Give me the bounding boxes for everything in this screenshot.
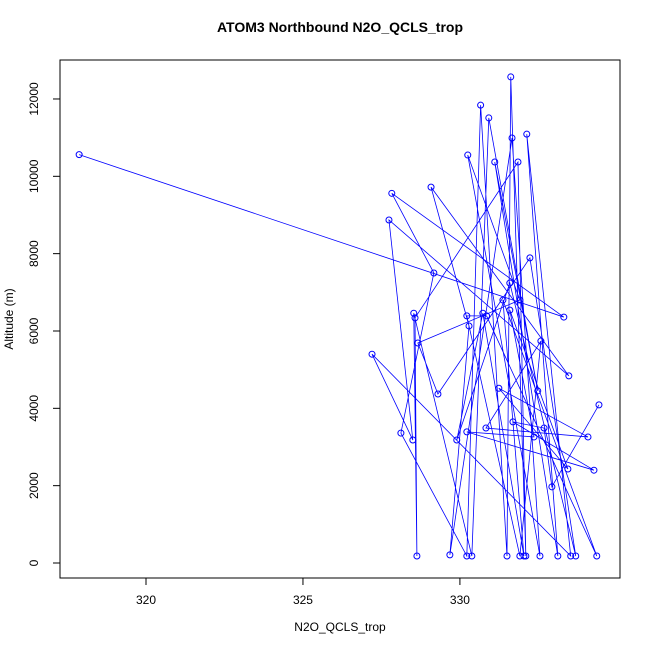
- point: [540, 424, 548, 432]
- point: [499, 296, 507, 304]
- point: [560, 313, 568, 321]
- point: [548, 483, 556, 491]
- point: [463, 312, 471, 320]
- chart-title: ATOM3 Northbound N2O_QCLS_trop: [217, 19, 463, 35]
- point: [516, 296, 524, 304]
- y-tick-label: 12000: [27, 82, 41, 116]
- point: [508, 134, 516, 142]
- point: [520, 552, 528, 560]
- point: [465, 322, 473, 330]
- point: [464, 151, 472, 159]
- point: [430, 269, 438, 277]
- point: [413, 552, 421, 560]
- point: [564, 465, 572, 473]
- point: [523, 130, 531, 138]
- x-tick-label: 325: [293, 593, 313, 607]
- point: [503, 552, 511, 560]
- point: [482, 424, 490, 432]
- point: [526, 254, 534, 262]
- point: [411, 314, 419, 322]
- point: [537, 337, 545, 345]
- point: [414, 339, 422, 347]
- point: [509, 418, 517, 426]
- point: [584, 433, 592, 441]
- point: [427, 183, 435, 191]
- point: [536, 552, 544, 560]
- point: [409, 436, 417, 444]
- x-axis-label: N2O_QCLS_trop: [294, 620, 386, 634]
- point: [453, 436, 461, 444]
- point: [397, 429, 405, 437]
- point: [514, 158, 522, 166]
- point: [506, 279, 514, 287]
- x-tick-label: 330: [450, 593, 470, 607]
- point: [506, 306, 514, 314]
- point: [507, 73, 515, 81]
- point: [385, 216, 393, 224]
- point: [468, 552, 476, 560]
- point: [593, 552, 601, 560]
- y-tick-label: 2000: [27, 472, 41, 499]
- y-tick-label: 0: [27, 559, 41, 566]
- y-tick-label: 6000: [27, 317, 41, 344]
- point: [463, 552, 471, 560]
- point: [590, 466, 598, 474]
- point: [567, 552, 575, 560]
- y-tick-label: 8000: [27, 240, 41, 267]
- point: [534, 387, 542, 395]
- point: [483, 312, 491, 320]
- point: [410, 309, 418, 317]
- point: [495, 384, 503, 392]
- y-tick-label: 4000: [27, 395, 41, 422]
- point: [388, 189, 396, 197]
- y-tick-label: 10000: [27, 159, 41, 193]
- point: [595, 401, 603, 409]
- point: [463, 428, 471, 436]
- point: [434, 390, 442, 398]
- point: [368, 350, 376, 358]
- y-axis-label: Altitude (m): [2, 288, 16, 349]
- point: [446, 551, 454, 559]
- plot-frame: [59, 59, 621, 579]
- point: [530, 433, 538, 441]
- point: [565, 372, 573, 380]
- point: [75, 151, 83, 159]
- point: [491, 158, 499, 166]
- point: [554, 552, 562, 560]
- point: [477, 101, 485, 109]
- x-tick-label: 320: [136, 593, 156, 607]
- point: [572, 552, 580, 560]
- point: [516, 552, 524, 560]
- point: [485, 114, 493, 122]
- series-line: [79, 76, 600, 558]
